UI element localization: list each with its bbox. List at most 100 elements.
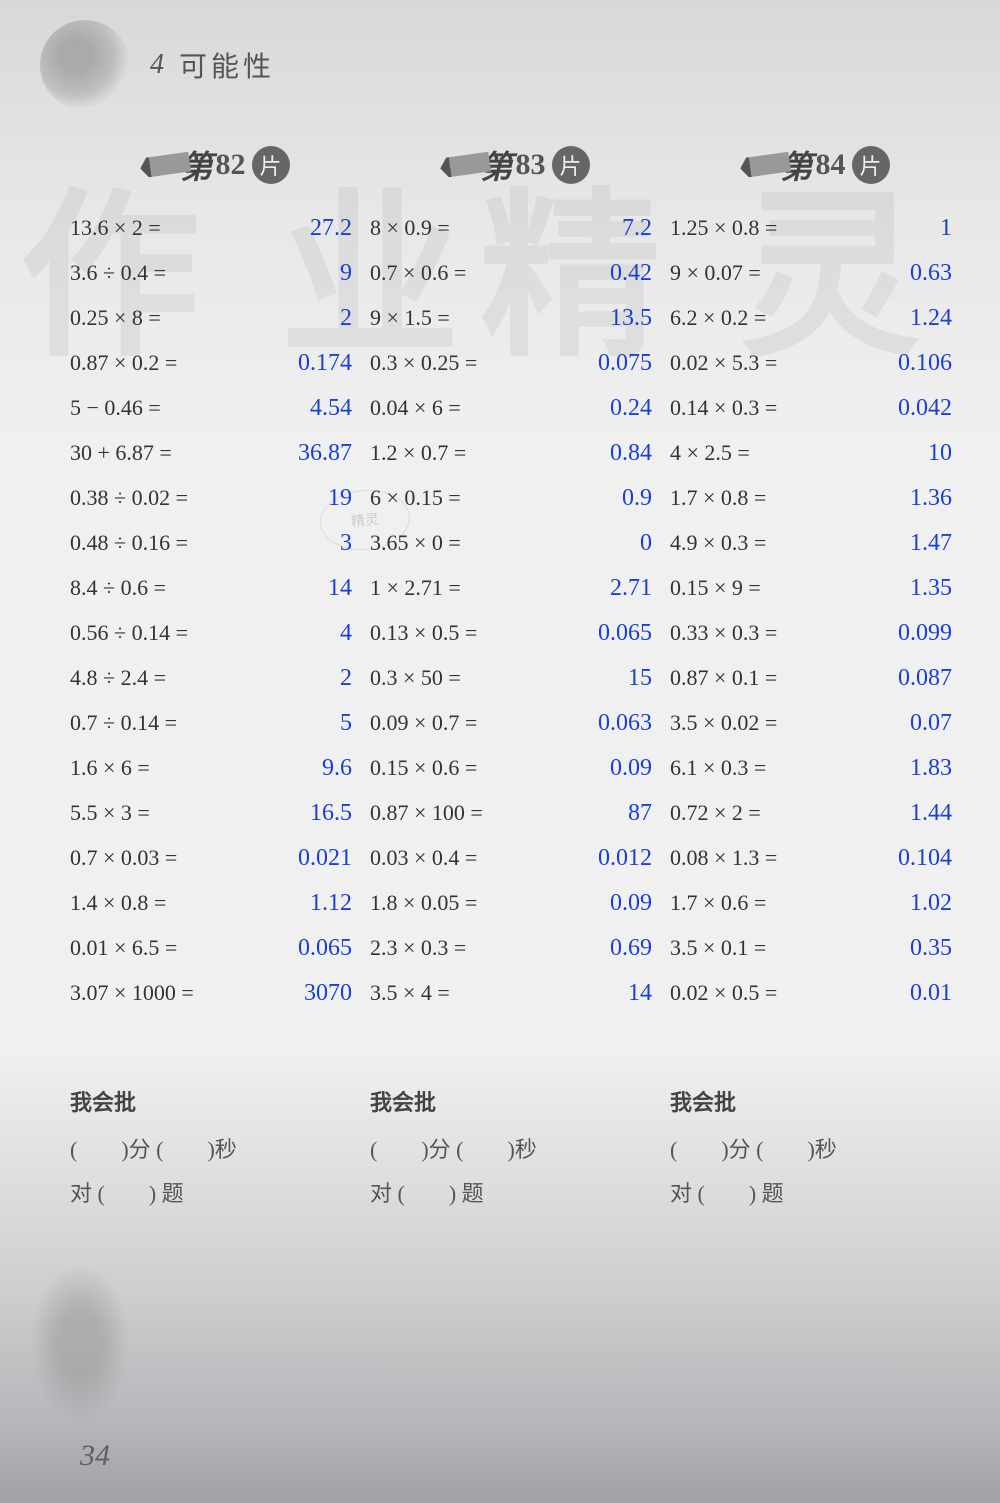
problem-answer: 16.5	[150, 800, 360, 827]
problem-row: 3.65 × 0 =0	[370, 530, 660, 575]
problem-answer: 0.07	[777, 710, 960, 737]
footer-time-line: ( )分 ( )秒	[370, 1132, 660, 1164]
footer-time-line: ( )分 ( )秒	[70, 1132, 360, 1164]
problem-expression: 0.33 × 0.3 =	[670, 620, 777, 646]
problem-expression: 3.5 × 4 =	[370, 980, 450, 1006]
problem-expression: 2.3 × 0.3 =	[370, 935, 466, 961]
page-header: 4 可能性	[40, 20, 275, 110]
column-84: 第84片1.25 × 0.8 =19 × 0.07 =0.636.2 × 0.2…	[670, 140, 960, 1220]
problem-row: 0.48 ÷ 0.16 =3	[70, 530, 360, 575]
problem-answer: 0.012	[477, 845, 660, 872]
problem-expression: 1.25 × 0.8 =	[670, 215, 777, 241]
problem-row: 3.07 × 1000 =3070	[70, 980, 360, 1025]
grass-decoration	[0, 1423, 1000, 1503]
problem-answer: 87	[483, 800, 660, 827]
problem-answer: 1.24	[766, 305, 960, 332]
problem-row: 0.25 × 8 =2	[70, 305, 360, 350]
problem-row: 6 × 0.15 =0.9	[370, 485, 660, 530]
corner-decoration	[40, 20, 130, 110]
problem-answer: 1.47	[766, 530, 960, 557]
problem-answer: 13.5	[450, 305, 660, 332]
problem-row: 0.87 × 100 =87	[370, 800, 660, 845]
problem-answer: 1.35	[761, 575, 960, 602]
problem-list: 8 × 0.9 =7.20.7 × 0.6 =0.429 × 1.5 =13.5…	[370, 215, 660, 1025]
problem-expression: 30 + 6.87 =	[70, 440, 172, 466]
problem-row: 5.5 × 3 =16.5	[70, 800, 360, 845]
problem-row: 0.02 × 5.3 =0.106	[670, 350, 960, 395]
problem-row: 1 × 2.71 =2.71	[370, 575, 660, 620]
problem-row: 1.6 × 6 =9.6	[70, 755, 360, 800]
problem-answer: 0.106	[777, 350, 960, 377]
problem-expression: 0.48 ÷ 0.16 =	[70, 530, 188, 556]
problem-expression: 3.65 × 0 =	[370, 530, 461, 556]
problem-expression: 5.5 × 3 =	[70, 800, 150, 826]
problem-expression: 0.38 ÷ 0.02 =	[70, 485, 188, 511]
problem-answer: 0.09	[477, 755, 660, 782]
problem-expression: 0.08 × 1.3 =	[670, 845, 777, 871]
problem-expression: 0.15 × 0.6 =	[370, 755, 477, 781]
problem-answer: 9.6	[150, 755, 360, 782]
problem-row: 0.7 ÷ 0.14 =5	[70, 710, 360, 755]
footer-title: 我会批	[670, 1085, 960, 1117]
problem-row: 3.5 × 0.02 =0.07	[670, 710, 960, 755]
problem-row: 8.4 ÷ 0.6 =14	[70, 575, 360, 620]
tree-decoration	[30, 1263, 130, 1423]
pian-badge: 片	[552, 146, 590, 184]
sheet-number: 82	[216, 148, 246, 182]
problem-answer: 0.01	[777, 980, 960, 1007]
problem-expression: 0.04 × 6 =	[370, 395, 461, 421]
problem-answer: 0.104	[777, 845, 960, 872]
problem-expression: 0.03 × 0.4 =	[370, 845, 477, 871]
problem-answer: 0.174	[177, 350, 360, 377]
problem-row: 0.13 × 0.5 =0.065	[370, 620, 660, 665]
problem-answer: 10	[750, 440, 960, 467]
problem-row: 4 × 2.5 =10	[670, 440, 960, 485]
problem-answer: 5	[177, 710, 360, 737]
problem-expression: 4 × 2.5 =	[670, 440, 750, 466]
problem-row: 13.6 × 2 =27.2	[70, 215, 360, 260]
problem-answer: 0.63	[761, 260, 960, 287]
problem-row: 0.03 × 0.4 =0.012	[370, 845, 660, 890]
problem-row: 0.3 × 50 =15	[370, 665, 660, 710]
problem-row: 0.02 × 0.5 =0.01	[670, 980, 960, 1025]
problem-expression: 6 × 0.15 =	[370, 485, 461, 511]
problem-expression: 0.87 × 0.2 =	[70, 350, 177, 376]
problem-row: 3.6 ÷ 0.4 =9	[70, 260, 360, 305]
problem-answer: 0.099	[777, 620, 960, 647]
problem-expression: 0.02 × 5.3 =	[670, 350, 777, 376]
problem-answer: 0.063	[477, 710, 660, 737]
problem-row: 0.87 × 0.1 =0.087	[670, 665, 960, 710]
problem-row: 0.38 ÷ 0.02 =19	[70, 485, 360, 530]
footer-title: 我会批	[370, 1085, 660, 1117]
footer-title: 我会批	[70, 1085, 360, 1117]
problem-row: 1.2 × 0.7 =0.84	[370, 440, 660, 485]
problem-expression: 8 × 0.9 =	[370, 215, 450, 241]
chapter-number: 4	[150, 49, 164, 81]
columns-container: 第82片13.6 × 2 =27.23.6 ÷ 0.4 =90.25 × 8 =…	[70, 140, 960, 1220]
problem-answer: 2.71	[461, 575, 660, 602]
problem-answer: 0.09	[477, 890, 660, 917]
column-footer: 我会批( )分 ( )秒对 ( ) 题	[670, 1085, 960, 1220]
problem-answer: 14	[166, 575, 360, 602]
problem-answer: 7.2	[450, 215, 660, 242]
problem-row: 0.33 × 0.3 =0.099	[670, 620, 960, 665]
footer-score-line: 对 ( ) 题	[670, 1176, 960, 1208]
problem-row: 0.87 × 0.2 =0.174	[70, 350, 360, 395]
problem-answer: 1.02	[766, 890, 960, 917]
problem-answer: 9	[166, 260, 360, 287]
problem-expression: 5 − 0.46 =	[70, 395, 161, 421]
column-header: 第84片	[670, 140, 960, 190]
problem-row: 6.1 × 0.3 =1.83	[670, 755, 960, 800]
problem-row: 1.7 × 0.8 =1.36	[670, 485, 960, 530]
problem-expression: 8.4 ÷ 0.6 =	[70, 575, 166, 601]
problem-row: 0.01 × 6.5 =0.065	[70, 935, 360, 980]
problem-expression: 4.8 ÷ 2.4 =	[70, 665, 166, 691]
problem-row: 3.5 × 4 =14	[370, 980, 660, 1025]
problem-answer: 0.065	[477, 620, 660, 647]
problem-row: 30 + 6.87 =36.87	[70, 440, 360, 485]
problem-expression: 6.1 × 0.3 =	[670, 755, 766, 781]
problem-row: 0.56 ÷ 0.14 =4	[70, 620, 360, 665]
problem-expression: 0.87 × 100 =	[370, 800, 483, 826]
problem-row: 0.14 × 0.3 =0.042	[670, 395, 960, 440]
problem-answer: 0.24	[461, 395, 660, 422]
